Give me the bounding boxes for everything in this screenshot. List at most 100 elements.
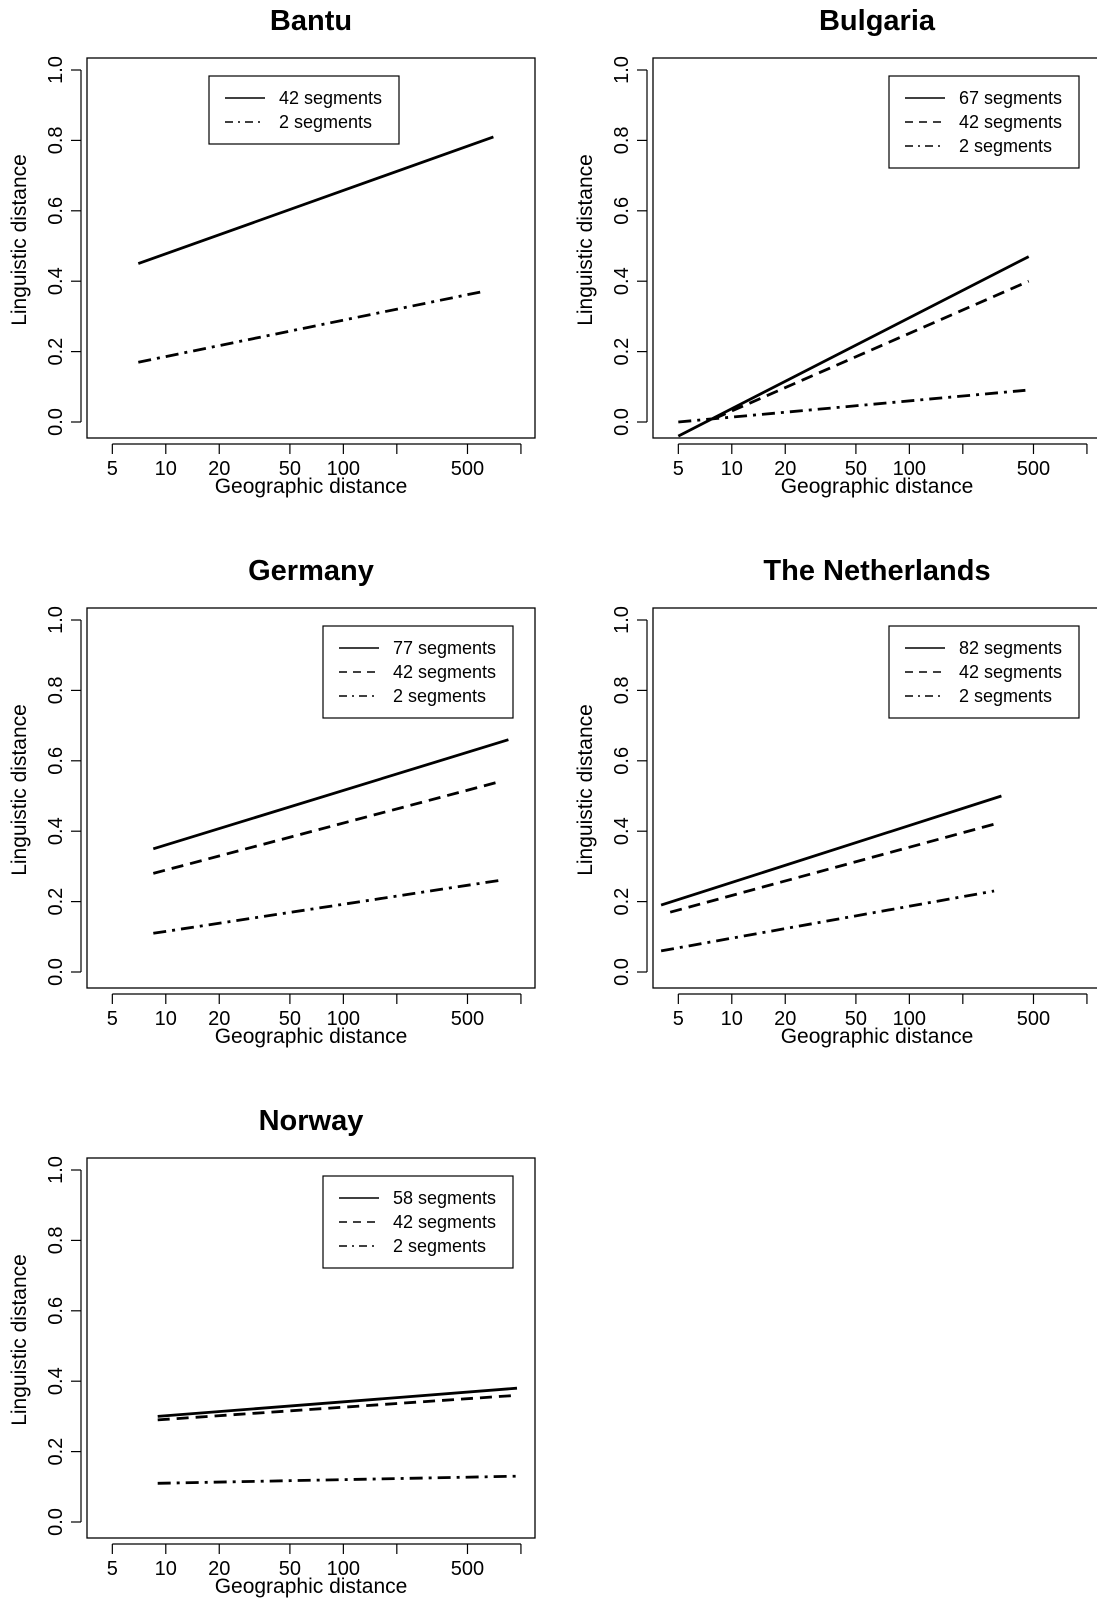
y-axis-label: Linguistic distance [8, 154, 31, 326]
series-line [678, 388, 1026, 424]
chart-title: The Netherlands [763, 555, 990, 587]
series-line [152, 780, 500, 875]
legend-label: 82 segments [959, 638, 1062, 658]
chart-panel: Bulgaria 5 10 20 50 100 500 0.0 0.2 0.4 0.6 0.8 1.0 G… [574, 5, 1097, 498]
x-tick-label: 10 [721, 1008, 743, 1030]
x-tick-label: 20 [774, 458, 796, 480]
y-tick-label: 0.6 [611, 747, 633, 775]
y-tick-label: 0.6 [45, 197, 67, 225]
y-tick-label: 0.2 [45, 888, 67, 916]
chart-panel: Norway 5 10 20 50 100 500 0.0 0.2 0.4 0.6 0.8 1.0 Geo… [8, 1105, 536, 1598]
series-line [714, 279, 1030, 420]
legend-label: 42 segments [279, 88, 382, 108]
x-tick-label: 10 [155, 458, 177, 480]
x-tick-label: 100 [327, 458, 360, 480]
y-axis-label: Linguistic distance [574, 704, 597, 876]
y-tick-label: 1.0 [611, 56, 633, 84]
y-tick-label: 0.0 [45, 958, 67, 986]
legend-label: 42 segments [959, 662, 1062, 682]
y-axis-label: Linguistic distance [574, 154, 597, 326]
x-tick-label: 5 [107, 1558, 118, 1580]
chart-panel: Germany 5 10 20 50 100 500 0.0 0.2 0.4 0.6 0.8 1.0 Ge… [8, 555, 536, 1048]
x-axis-label: Geographic distance [215, 475, 408, 498]
x-tick-label: 100 [893, 458, 926, 480]
x-tick-label: 10 [155, 1008, 177, 1030]
y-tick-label: 0.2 [611, 338, 633, 366]
y-tick-label: 0.6 [45, 1297, 67, 1325]
plot-frame [652, 607, 1097, 989]
series-line [152, 738, 509, 851]
legend-box [322, 1175, 514, 1269]
x-tick-label: 100 [327, 1008, 360, 1030]
legend: 82 segments 42 segments 2 segments [888, 625, 1080, 719]
legend-label: 42 segments [959, 112, 1062, 132]
y-tick-label: 0.8 [45, 676, 67, 704]
legend-label: 42 segments [393, 662, 496, 682]
x-tick-label: 500 [1017, 1008, 1050, 1030]
y-tick-label: 0.6 [611, 197, 633, 225]
x-axis-label: Geographic distance [215, 1025, 408, 1048]
x-tick-label: 20 [208, 1558, 230, 1580]
chart-panel: Bantu 5 10 20 50 100 500 0.0 0.2 0.4 0.6 0.8 1.0 Geog… [8, 5, 536, 498]
x-tick-label: 500 [451, 1008, 484, 1030]
x-tick-label: 20 [208, 1008, 230, 1030]
x-tick-label: 100 [893, 1008, 926, 1030]
x-tick-label: 20 [208, 458, 230, 480]
y-tick-label: 1.0 [45, 56, 67, 84]
x-tick-label: 50 [845, 458, 867, 480]
chart-panel: The Netherlands 5 10 20 50 100 500 0.0 0.2 0.4 0.6… [574, 555, 1097, 1048]
chart-title: Norway [259, 1105, 364, 1137]
series-line [157, 1393, 518, 1422]
y-tick-label: 0.4 [611, 267, 633, 295]
y-tick-label: 0.0 [611, 958, 633, 986]
x-tick-label: 5 [673, 458, 684, 480]
x-tick-label: 500 [451, 458, 484, 480]
x-tick-label: 50 [845, 1008, 867, 1030]
series-line [138, 290, 482, 364]
y-tick-label: 0.4 [45, 817, 67, 845]
y-tick-label: 0.0 [45, 408, 67, 436]
legend-label: 2 segments [279, 112, 372, 132]
x-axis-label: Geographic distance [781, 1025, 974, 1048]
y-tick-label: 0.0 [611, 408, 633, 436]
y-tick-label: 0.8 [611, 126, 633, 154]
legend-label: 2 segments [393, 1236, 486, 1256]
legend-label: 2 segments [393, 686, 486, 706]
y-tick-label: 0.4 [611, 817, 633, 845]
y-tick-label: 0.4 [45, 1367, 67, 1395]
x-tick-label: 10 [721, 458, 743, 480]
y-tick-label: 0.4 [45, 267, 67, 295]
legend: 58 segments 42 segments 2 segments [322, 1175, 514, 1269]
plot-frame [652, 57, 1097, 439]
y-tick-label: 1.0 [45, 1156, 67, 1184]
series-line [157, 1386, 518, 1418]
legend-label: 77 segments [393, 638, 496, 658]
y-tick-label: 0.2 [45, 1438, 67, 1466]
series-line [153, 879, 500, 935]
y-tick-label: 0.8 [45, 1226, 67, 1254]
legend-box [208, 75, 400, 145]
chart-title: Bantu [270, 5, 352, 37]
plot-frame [86, 1157, 536, 1539]
x-tick-label: 50 [279, 1558, 301, 1580]
legend-label: 67 segments [959, 88, 1062, 108]
legend-label: 42 segments [393, 1212, 496, 1232]
y-tick-label: 0.2 [611, 888, 633, 916]
x-tick-label: 5 [107, 458, 118, 480]
legend: 67 segments 42 segments 2 segments [888, 75, 1080, 169]
x-tick-label: 5 [673, 1008, 684, 1030]
x-tick-label: 10 [155, 1558, 177, 1580]
x-tick-label: 5 [107, 1008, 118, 1030]
y-tick-label: 1.0 [45, 606, 67, 634]
y-tick-label: 0.0 [45, 1508, 67, 1536]
chart-title: Bulgaria [819, 5, 936, 37]
y-tick-label: 0.8 [611, 676, 633, 704]
chart-title: Germany [248, 555, 374, 587]
legend: 42 segments 2 segments [208, 75, 400, 145]
x-axis-label: Geographic distance [781, 475, 974, 498]
legend-label: 2 segments [959, 136, 1052, 156]
series-line [660, 794, 1002, 907]
y-tick-label: 0.6 [45, 747, 67, 775]
plot-frame [86, 57, 536, 439]
x-tick-label: 50 [279, 458, 301, 480]
